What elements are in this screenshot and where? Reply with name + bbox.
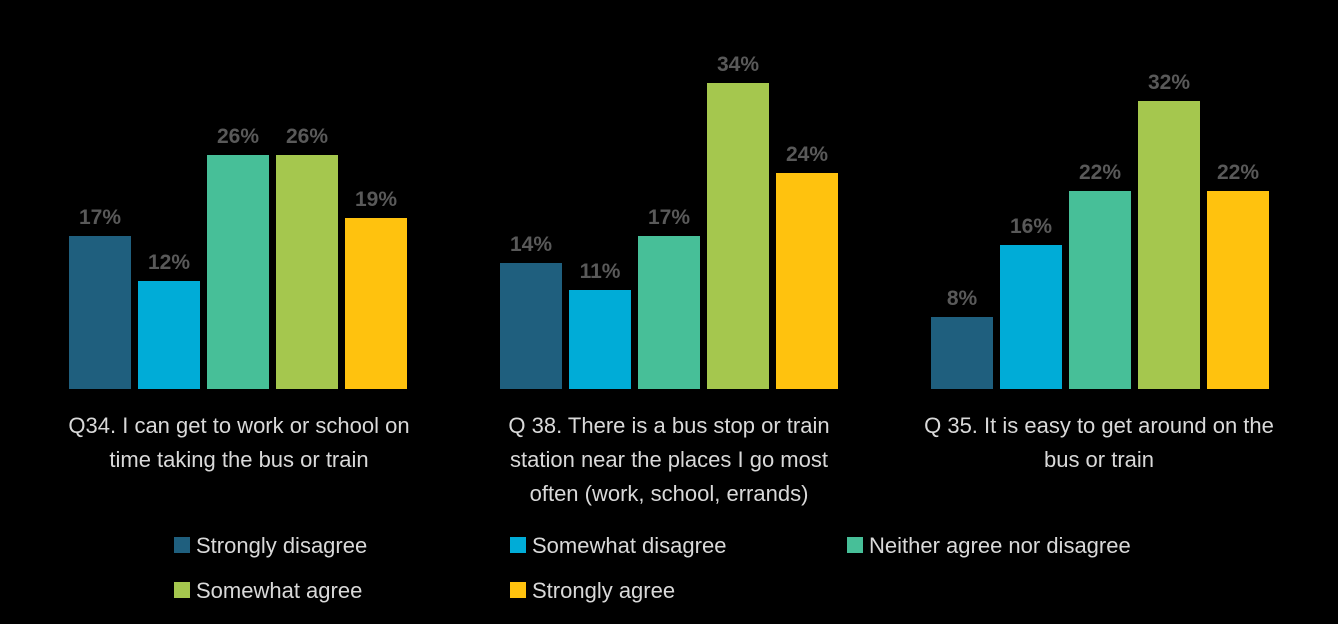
legend-swatch-3: [847, 537, 863, 553]
value-label-1-3: 8%: [947, 287, 978, 310]
legend-label-1: Strongly disagree: [196, 533, 367, 558]
category-label-1-line-1: Q34. I can get to work or school on: [68, 413, 409, 438]
value-label-5-2: 24%: [786, 143, 828, 166]
category-label-2-line-3: often (work, school, errands): [530, 481, 809, 506]
value-label-2-3: 16%: [1010, 215, 1052, 238]
category-label-1-line-2: time taking the bus or train: [109, 447, 368, 472]
bar-4-3: [1138, 101, 1200, 389]
value-label-5-3: 22%: [1217, 161, 1259, 184]
value-label-2-1: 12%: [148, 251, 190, 274]
value-label-2-2: 11%: [580, 260, 621, 283]
bar-5-3: [1207, 191, 1269, 389]
bars-group: [69, 83, 1269, 389]
category-label-3-line-2: bus or train: [1044, 447, 1154, 472]
legend-swatch-2: [510, 537, 526, 553]
bar-5-1: [345, 218, 407, 389]
bar-2-1: [138, 281, 200, 389]
legend-swatch-1: [174, 537, 190, 553]
legend-label-5: Strongly agree: [532, 578, 675, 603]
bar-3-2: [638, 236, 700, 389]
category-labels-group: Q34. I can get to work or school on time …: [68, 413, 1273, 506]
legend-label-3: Neither agree nor disagree: [869, 533, 1131, 558]
legend-swatch-5: [510, 582, 526, 598]
bar-1-1: [69, 236, 131, 389]
value-label-3-1: 26%: [217, 125, 259, 148]
category-label-3-line-1: Q 35. It is easy to get around on the: [924, 413, 1274, 438]
bar-4-1: [276, 155, 338, 389]
value-label-1-2: 14%: [510, 233, 552, 256]
value-labels-group: 17% 14% 8% 12% 11% 16% 26% 17% 22% 26% 34% 32% 19% 24…: [79, 53, 1259, 310]
value-label-3-2: 17%: [648, 206, 690, 229]
value-label-4-2: 34%: [717, 53, 759, 76]
bar-2-3: [1000, 245, 1062, 389]
legend: Strongly disagree Somewhat disagree Neithe…: [174, 533, 1131, 603]
legend-label-2: Somewhat disagree: [532, 533, 726, 558]
bar-3-1: [207, 155, 269, 389]
bar-4-2: [707, 83, 769, 389]
bar-3-3: [1069, 191, 1131, 389]
value-label-5-1: 19%: [355, 188, 397, 211]
bar-1-2: [500, 263, 562, 389]
category-label-2-line-1: Q 38. There is a bus stop or train: [508, 413, 829, 438]
category-label-2-line-2: station near the places I go most: [510, 447, 828, 472]
legend-swatch-4: [174, 582, 190, 598]
bar-1-3: [931, 317, 993, 389]
value-label-3-3: 22%: [1079, 161, 1121, 184]
value-label-4-1: 26%: [286, 125, 328, 148]
legend-label-4: Somewhat agree: [196, 578, 362, 603]
bar-2-2: [569, 290, 631, 389]
bar-5-2: [776, 173, 838, 389]
value-label-1-1: 17%: [79, 206, 121, 229]
value-label-4-3: 32%: [1148, 71, 1190, 94]
